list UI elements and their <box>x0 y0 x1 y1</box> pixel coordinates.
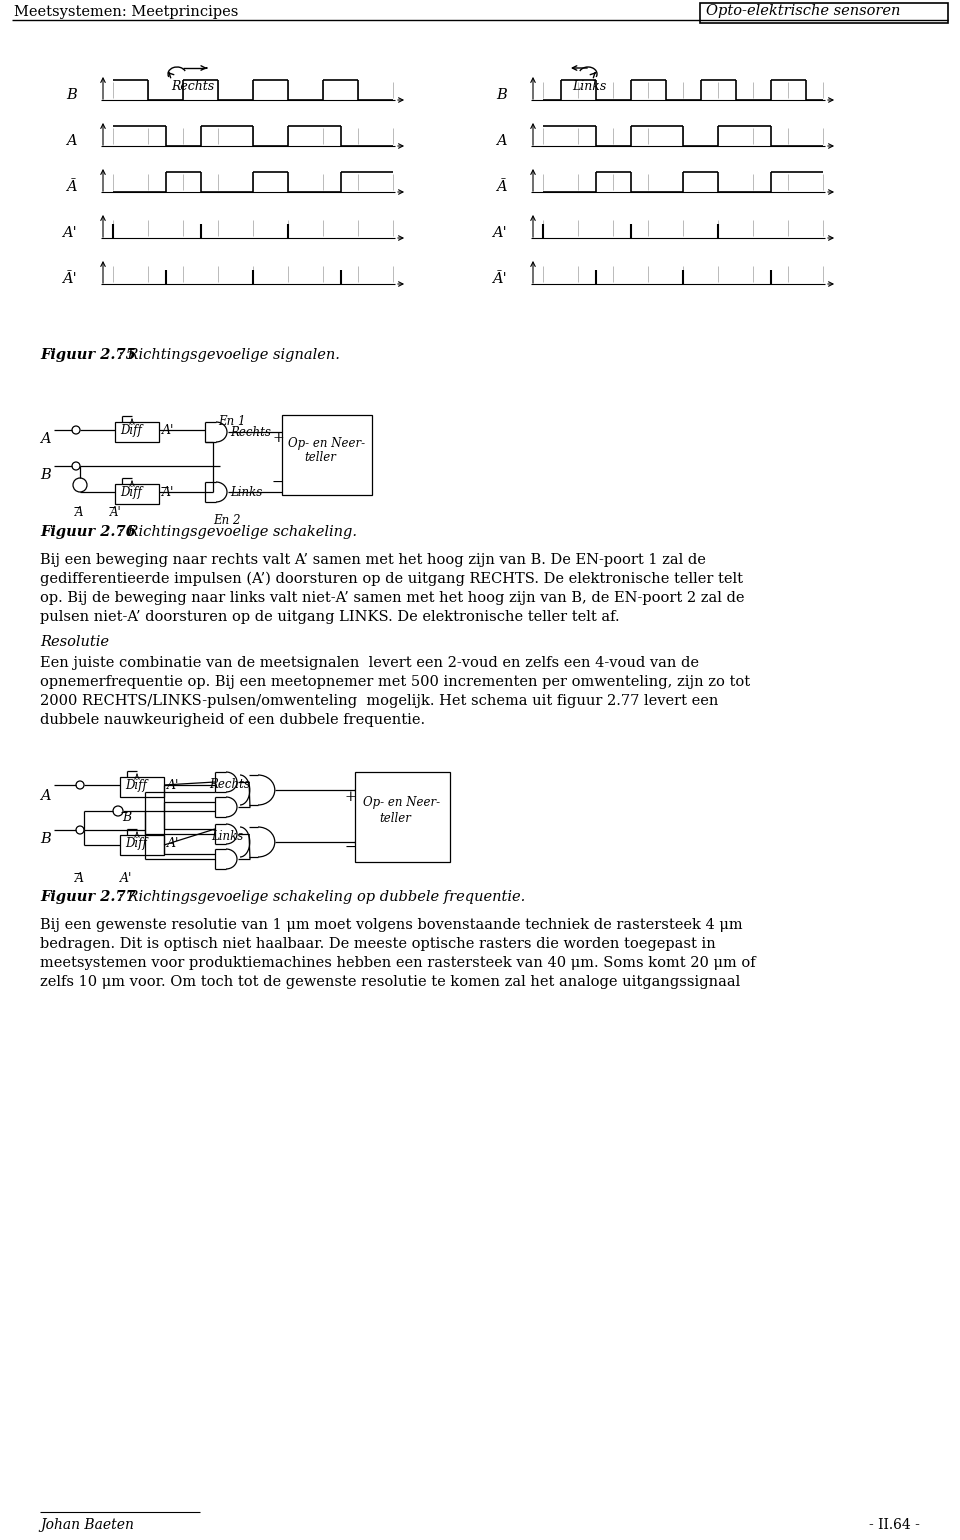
Text: Links: Links <box>572 80 607 92</box>
Text: Rechts: Rechts <box>230 427 271 439</box>
Text: Links: Links <box>211 830 243 842</box>
Text: Een juiste combinatie van de meetsignalen  levert een 2-voud en zelfs een 4-voud: Een juiste combinatie van de meetsignale… <box>40 656 699 670</box>
Text: A: A <box>40 433 51 447</box>
Text: : Richtingsgevoelige schakeling.: : Richtingsgevoelige schakeling. <box>118 525 357 539</box>
Bar <box>115 422 159 442</box>
Text: bedragen. Dit is optisch niet haalbaar. De meeste optische rasters die worden to: bedragen. Dit is optisch niet haalbaar. … <box>40 936 716 952</box>
Text: Bij een beweging naar rechts valt A’ samen met het hoog zijn van B. De EN-poort : Bij een beweging naar rechts valt A’ sam… <box>40 553 706 567</box>
Bar <box>115 484 159 504</box>
Bar <box>120 778 164 798</box>
Bar <box>700 3 948 23</box>
Text: A': A' <box>110 507 122 519</box>
Text: Resolutie: Resolutie <box>40 634 109 648</box>
Text: Ā: Ā <box>496 180 507 194</box>
Text: A': A' <box>162 424 175 437</box>
Text: A': A' <box>162 487 175 499</box>
Text: Johan Baeten: Johan Baeten <box>40 1518 133 1532</box>
Text: 2000 RECHTS/LINKS-pulsen/omwenteling  mogelijk. Het schema uit figuur 2.77 lever: 2000 RECHTS/LINKS-pulsen/omwenteling mog… <box>40 695 718 708</box>
Text: : Richtingsgevoelige signalen.: : Richtingsgevoelige signalen. <box>118 348 340 362</box>
Text: A: A <box>75 872 84 885</box>
Text: +: + <box>272 431 283 445</box>
Text: Ā': Ā' <box>62 273 77 286</box>
Text: A: A <box>496 134 507 148</box>
Text: Links: Links <box>230 487 262 499</box>
Text: meetsystemen voor produktiemachines hebben een rastersteek van 40 μm. Soms komt : meetsystemen voor produktiemachines hebb… <box>40 956 756 970</box>
Text: Diff: Diff <box>125 838 147 850</box>
Text: En 1: En 1 <box>218 414 246 428</box>
Text: Diff: Diff <box>120 424 142 437</box>
Text: Figuur 2.75: Figuur 2.75 <box>40 348 135 362</box>
Text: Meetsystemen: Meetprincipes: Meetsystemen: Meetprincipes <box>14 5 238 18</box>
Text: dubbele nauwkeurigheid of een dubbele frequentie.: dubbele nauwkeurigheid of een dubbele fr… <box>40 713 425 727</box>
Text: Figuur 2.77: Figuur 2.77 <box>40 890 135 904</box>
Text: +: + <box>345 790 356 804</box>
Text: B: B <box>496 88 507 102</box>
Text: - II.64 -: - II.64 - <box>869 1518 920 1532</box>
Text: B: B <box>40 832 51 845</box>
Text: −: − <box>272 474 283 490</box>
Text: Ā: Ā <box>66 180 77 194</box>
Text: Figuur 2.76: Figuur 2.76 <box>40 525 135 539</box>
Text: En 2: En 2 <box>213 514 241 527</box>
Text: gedifferentieerde impulsen (A’) doorsturen op de uitgang RECHTS. De elektronisch: gedifferentieerde impulsen (A’) doorstur… <box>40 571 743 587</box>
Text: B: B <box>66 88 77 102</box>
Text: A': A' <box>120 872 132 885</box>
Text: Op- en Neer-: Op- en Neer- <box>288 437 365 450</box>
Text: A: A <box>66 134 77 148</box>
Text: Bij een gewenste resolutie van 1 μm moet volgens bovenstaande techniek de raster: Bij een gewenste resolutie van 1 μm moet… <box>40 918 743 932</box>
Bar <box>355 772 450 862</box>
Text: Opto-elektrische sensoren: Opto-elektrische sensoren <box>706 5 900 18</box>
Text: Rechts: Rechts <box>209 778 250 792</box>
Text: A: A <box>40 788 51 802</box>
Text: pulsen niet-A’ doorsturen op de uitgang LINKS. De elektronische teller telt af.: pulsen niet-A’ doorsturen op de uitgang … <box>40 610 619 624</box>
Text: −: − <box>345 839 356 855</box>
Text: A': A' <box>492 226 507 240</box>
Text: A: A <box>75 507 84 519</box>
Text: B: B <box>122 812 132 824</box>
Text: teller: teller <box>304 451 336 464</box>
Text: op. Bij de beweging naar links valt niet-A’ samen met het hoog zijn van B, de EN: op. Bij de beweging naar links valt niet… <box>40 591 745 605</box>
Text: B: B <box>40 468 51 482</box>
Text: Ā': Ā' <box>492 273 507 286</box>
Text: opnemerfrequentie op. Bij een meetopnemer met 500 incrementen per omwenteling, z: opnemerfrequentie op. Bij een meetopneme… <box>40 675 750 688</box>
Text: Rechts: Rechts <box>171 80 214 92</box>
Bar <box>120 835 164 855</box>
Text: A': A' <box>62 226 77 240</box>
Bar <box>282 414 372 494</box>
Text: A': A' <box>167 779 180 792</box>
Text: Op- en Neer-: Op- en Neer- <box>363 796 440 809</box>
Text: A': A' <box>167 838 180 850</box>
Text: Diff: Diff <box>125 779 147 792</box>
Text: zelfs 10 μm voor. Om toch tot de gewenste resolutie te komen zal het analoge uit: zelfs 10 μm voor. Om toch tot de gewenst… <box>40 975 740 989</box>
Text: Diff: Diff <box>120 487 142 499</box>
Text: teller: teller <box>379 812 411 825</box>
Text: : Richtingsgevoelige schakeling op dubbele frequentie.: : Richtingsgevoelige schakeling op dubbe… <box>118 890 525 904</box>
